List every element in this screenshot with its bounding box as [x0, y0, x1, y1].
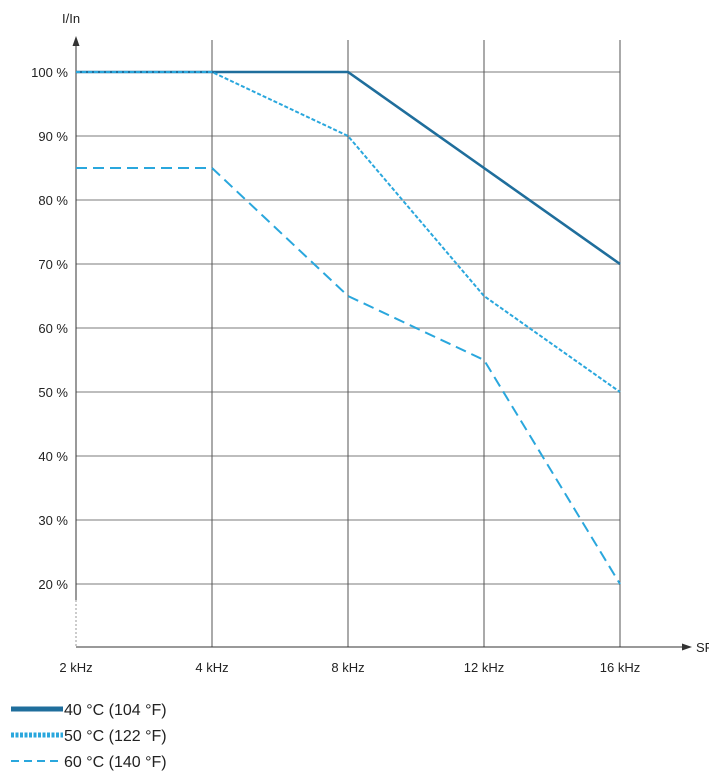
y-tick-label: 90 %: [38, 129, 68, 144]
grid: [76, 40, 621, 647]
x-tick-label: 12 kHz: [464, 660, 504, 675]
series-lines: [75, 70, 621, 585]
y-tick-label: 100 %: [31, 65, 68, 80]
legend-label-0: 40 °C (104 °F): [64, 702, 167, 719]
axes: I/In SF: [62, 11, 709, 655]
series-line-1: [76, 71, 621, 393]
legend-label-2: 60 °C (140 °F): [64, 754, 167, 771]
y-tick-label: 80 %: [38, 193, 68, 208]
x-tick-label: 8 kHz: [331, 660, 364, 675]
y-axis-arrow: [72, 36, 80, 46]
x-tick-label: 4 kHz: [195, 660, 228, 675]
y-tick-label: 50 %: [38, 385, 68, 400]
y-tick-label: 20 %: [38, 577, 68, 592]
y-tick-label: 30 %: [38, 513, 68, 528]
legend: 40 °C (104 °F) 50 °C (122 °F) 60 °C (140 °…: [11, 702, 167, 771]
y-tick-label: 70 %: [38, 257, 68, 272]
x-tick-label: 16 kHz: [600, 660, 640, 675]
x-tick-label: 2 kHz: [59, 660, 92, 675]
legend-label-1: 50 °C (122 °F): [64, 728, 167, 745]
y-tick-label: 40 %: [38, 449, 68, 464]
series-line-2: [76, 167, 621, 585]
x-axis-arrow: [682, 643, 692, 651]
x-axis-label: SF: [696, 640, 709, 655]
y-tick-label: 60 %: [38, 321, 68, 336]
tick-labels: 20 % 30 % 40 % 50 % 60 % 70 % 80 % 90 % 100 % 2 k…: [31, 65, 640, 675]
y-axis-label: I/In: [62, 11, 80, 26]
